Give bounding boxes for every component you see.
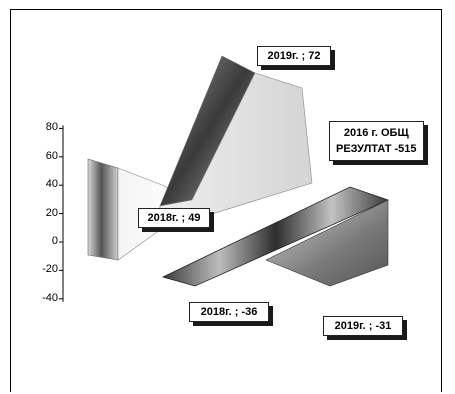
y-tick-label: 40: [45, 178, 58, 191]
data-label-2019-upper: 2019г. ; 72: [257, 46, 331, 66]
y-tick-label: 0: [51, 235, 58, 247]
data-label-2018-upper: 2018г. ; 49: [138, 208, 210, 228]
y-tick-label: 60: [45, 149, 58, 162]
series-upper-back: [159, 72, 313, 231]
y-tick-label: 20: [45, 206, 58, 219]
y-tick-label: 80: [45, 121, 58, 134]
data-label-2018-lower: 2018г. ; -36: [189, 302, 269, 322]
data-label-2019-lower: 2019г. ; -31: [323, 316, 403, 336]
data-label-total-line1: 2016 г. ОБЩ: [343, 127, 409, 139]
series-upper-side-left: [87, 158, 119, 261]
series-lower-face: [265, 199, 389, 287]
data-label-total-line2: РЕЗУЛТАТ -515: [336, 143, 417, 155]
chart-frame: [10, 9, 442, 392]
y-tick-label: -20: [42, 263, 58, 276]
y-tick-label: -40: [42, 291, 58, 304]
data-label-total: 2016 г. ОБЩ РЕЗУЛТАТ -515: [329, 121, 424, 161]
